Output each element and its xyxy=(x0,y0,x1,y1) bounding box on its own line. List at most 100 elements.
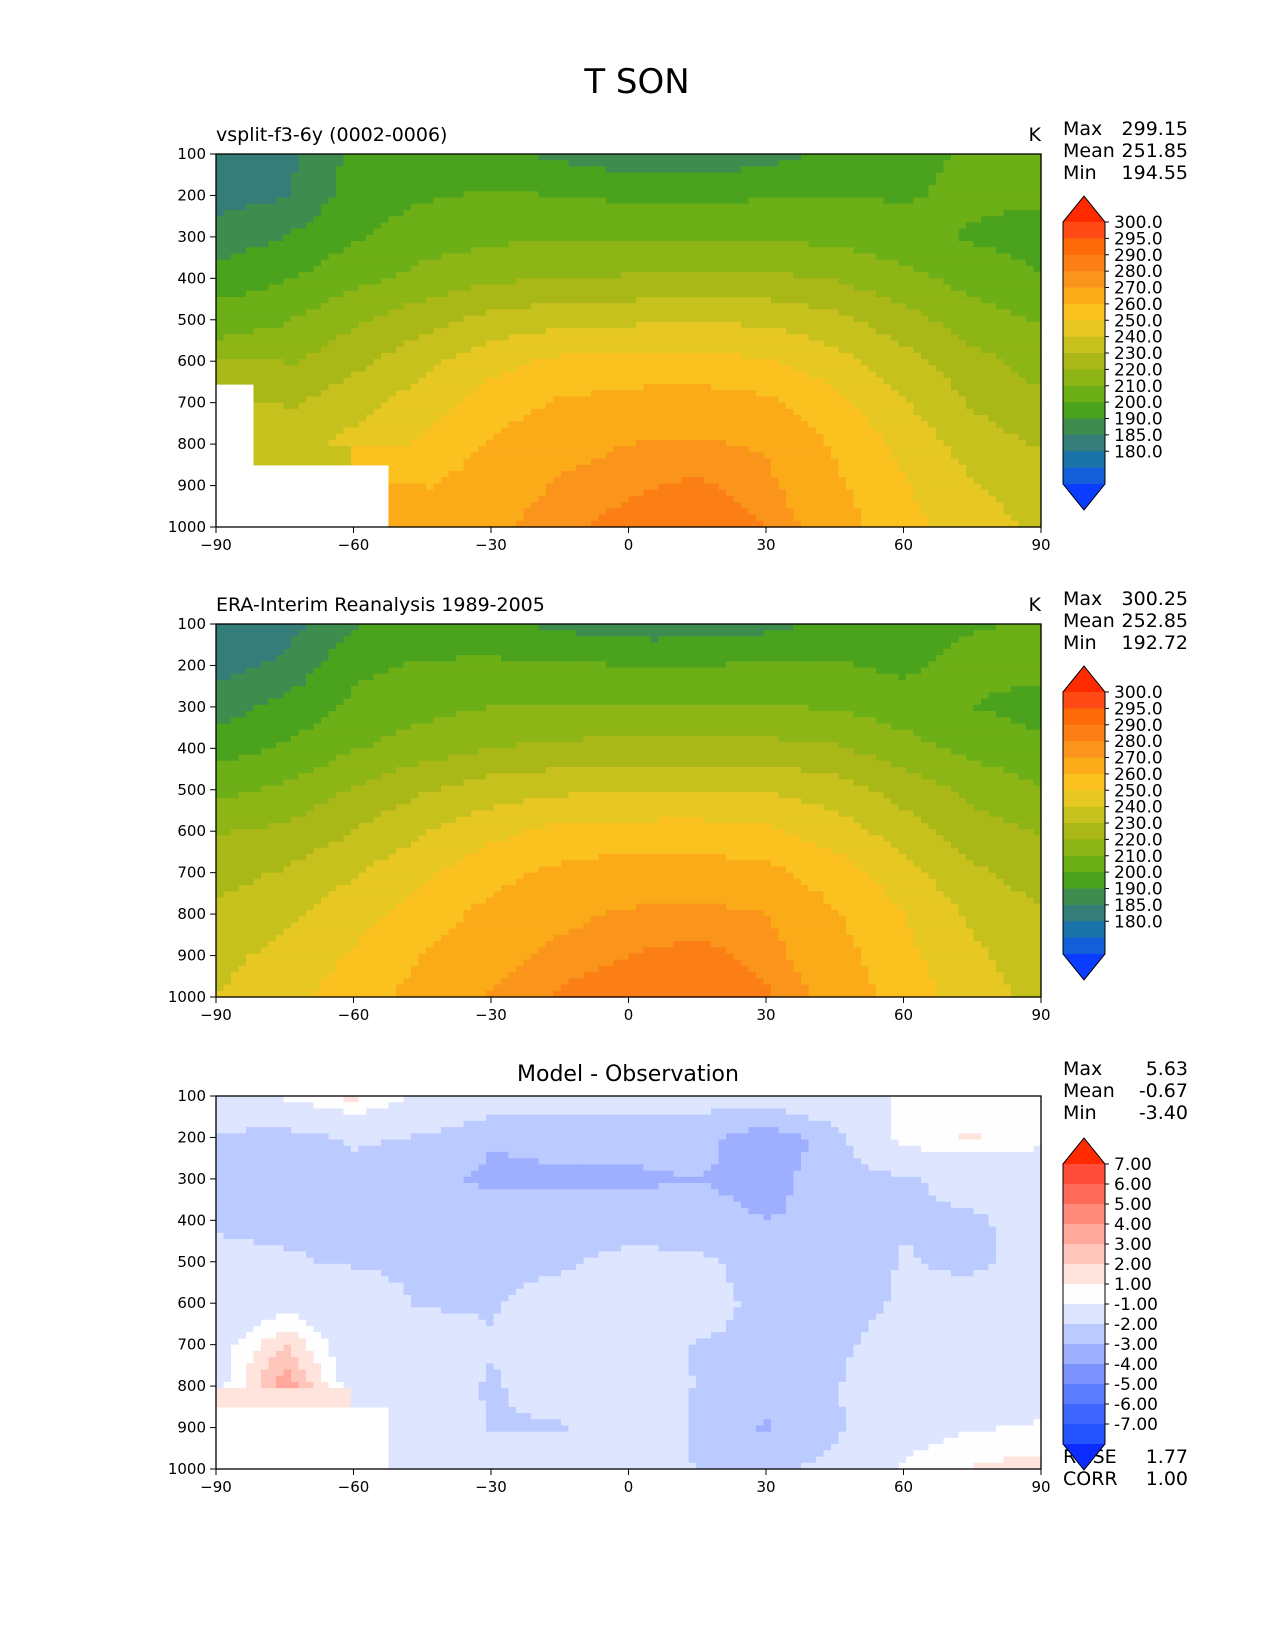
heatmap-cell xyxy=(231,291,239,298)
heatmap-cell xyxy=(464,421,472,428)
heatmap-cell xyxy=(404,334,412,341)
heatmap-cell xyxy=(996,365,1004,372)
heatmap-cell xyxy=(554,353,562,360)
heatmap-cell xyxy=(689,173,697,180)
heatmap-cell xyxy=(486,328,494,335)
heatmap-cell xyxy=(704,229,712,236)
heatmap-cell xyxy=(921,421,929,428)
heatmap-cell xyxy=(441,166,449,173)
heatmap-cell xyxy=(314,384,322,391)
heatmap-cell xyxy=(1011,278,1019,285)
heatmap-cell xyxy=(524,235,532,242)
heatmap-cell xyxy=(689,328,697,335)
heatmap-cell xyxy=(651,353,659,360)
heatmap-cell xyxy=(276,160,284,167)
heatmap-cell xyxy=(599,328,607,335)
heatmap-cell xyxy=(734,166,742,173)
heatmap-cell xyxy=(996,185,1004,192)
heatmap-cell xyxy=(441,241,449,248)
heatmap-cell xyxy=(291,253,299,260)
heatmap-cell xyxy=(666,185,674,192)
heatmap-cell xyxy=(1004,154,1012,161)
heatmap-cell xyxy=(599,253,607,260)
heatmap-cell xyxy=(681,334,689,341)
heatmap-cell xyxy=(299,365,307,372)
heatmap-cell xyxy=(561,341,569,348)
heatmap-cell xyxy=(321,160,329,167)
heatmap-cell xyxy=(576,334,584,341)
heatmap-cell xyxy=(951,204,959,211)
heatmap-cell xyxy=(704,428,712,435)
heatmap-cell xyxy=(846,229,854,236)
heatmap-cell xyxy=(681,359,689,366)
heatmap-cell xyxy=(1026,328,1034,335)
heatmap-cell xyxy=(269,334,277,341)
heatmap-cell xyxy=(411,216,419,223)
heatmap-cell xyxy=(764,341,772,348)
heatmap-cell xyxy=(546,253,554,260)
heatmap-cell xyxy=(231,166,239,173)
heatmap-cell xyxy=(719,378,727,385)
heatmap-cell xyxy=(314,241,322,248)
heatmap-cell xyxy=(831,285,839,292)
heatmap-cell xyxy=(509,272,517,279)
heatmap-cell xyxy=(314,198,322,205)
heatmap-cell xyxy=(929,204,937,211)
heatmap-cell xyxy=(846,235,854,242)
heatmap-cell xyxy=(464,216,472,223)
heatmap-cell xyxy=(891,396,899,403)
heatmap-cell xyxy=(764,409,772,416)
heatmap-cell xyxy=(741,166,749,173)
heatmap-cell xyxy=(644,272,652,279)
heatmap-cell xyxy=(254,353,262,360)
heatmap-cell xyxy=(456,309,464,316)
heatmap-cell xyxy=(396,378,404,385)
heatmap-cell xyxy=(696,341,704,348)
heatmap-cell xyxy=(261,428,269,435)
heatmap-cell xyxy=(254,173,262,180)
heatmap-cell xyxy=(921,272,929,279)
heatmap-cell xyxy=(561,278,569,285)
heatmap-cell xyxy=(921,247,929,254)
heatmap-cell xyxy=(951,341,959,348)
heatmap-cell xyxy=(809,160,817,167)
heatmap-cell xyxy=(696,229,704,236)
heatmap-cell xyxy=(269,235,277,242)
heatmap-cell xyxy=(494,334,502,341)
heatmap-cell xyxy=(884,428,892,435)
heatmap-cell xyxy=(674,322,682,329)
heatmap-cell xyxy=(434,235,442,242)
heatmap-cell xyxy=(276,328,284,335)
heatmap-cell xyxy=(711,428,719,435)
heatmap-cell xyxy=(614,216,622,223)
heatmap-cell xyxy=(741,322,749,329)
heatmap-cell xyxy=(636,272,644,279)
heatmap-cell xyxy=(906,191,914,198)
heatmap-cell xyxy=(276,322,284,329)
heatmap-cell xyxy=(1011,322,1019,329)
heatmap-cell xyxy=(479,428,487,435)
heatmap-cell xyxy=(426,328,434,335)
heatmap-cell xyxy=(741,291,749,298)
heatmap-cell xyxy=(749,235,757,242)
heatmap-cell xyxy=(846,316,854,323)
heatmap-cell xyxy=(314,260,322,267)
heatmap-cell xyxy=(284,434,292,441)
heatmap-cell xyxy=(936,303,944,310)
heatmap-cell xyxy=(336,198,344,205)
heatmap-cell xyxy=(509,303,517,310)
heatmap-cell xyxy=(644,353,652,360)
heatmap-cell xyxy=(216,173,224,180)
heatmap-cell xyxy=(561,241,569,248)
heatmap-cell xyxy=(989,278,997,285)
heatmap-cell xyxy=(936,198,944,205)
heatmap-cell xyxy=(449,396,457,403)
heatmap-cell xyxy=(734,421,742,428)
heatmap-cell xyxy=(876,378,884,385)
heatmap-cell xyxy=(584,210,592,217)
heatmap-cell xyxy=(704,235,712,242)
heatmap-cell xyxy=(726,359,734,366)
heatmap-cell xyxy=(621,278,629,285)
heatmap-cell xyxy=(224,291,232,298)
heatmap-cell xyxy=(599,372,607,379)
